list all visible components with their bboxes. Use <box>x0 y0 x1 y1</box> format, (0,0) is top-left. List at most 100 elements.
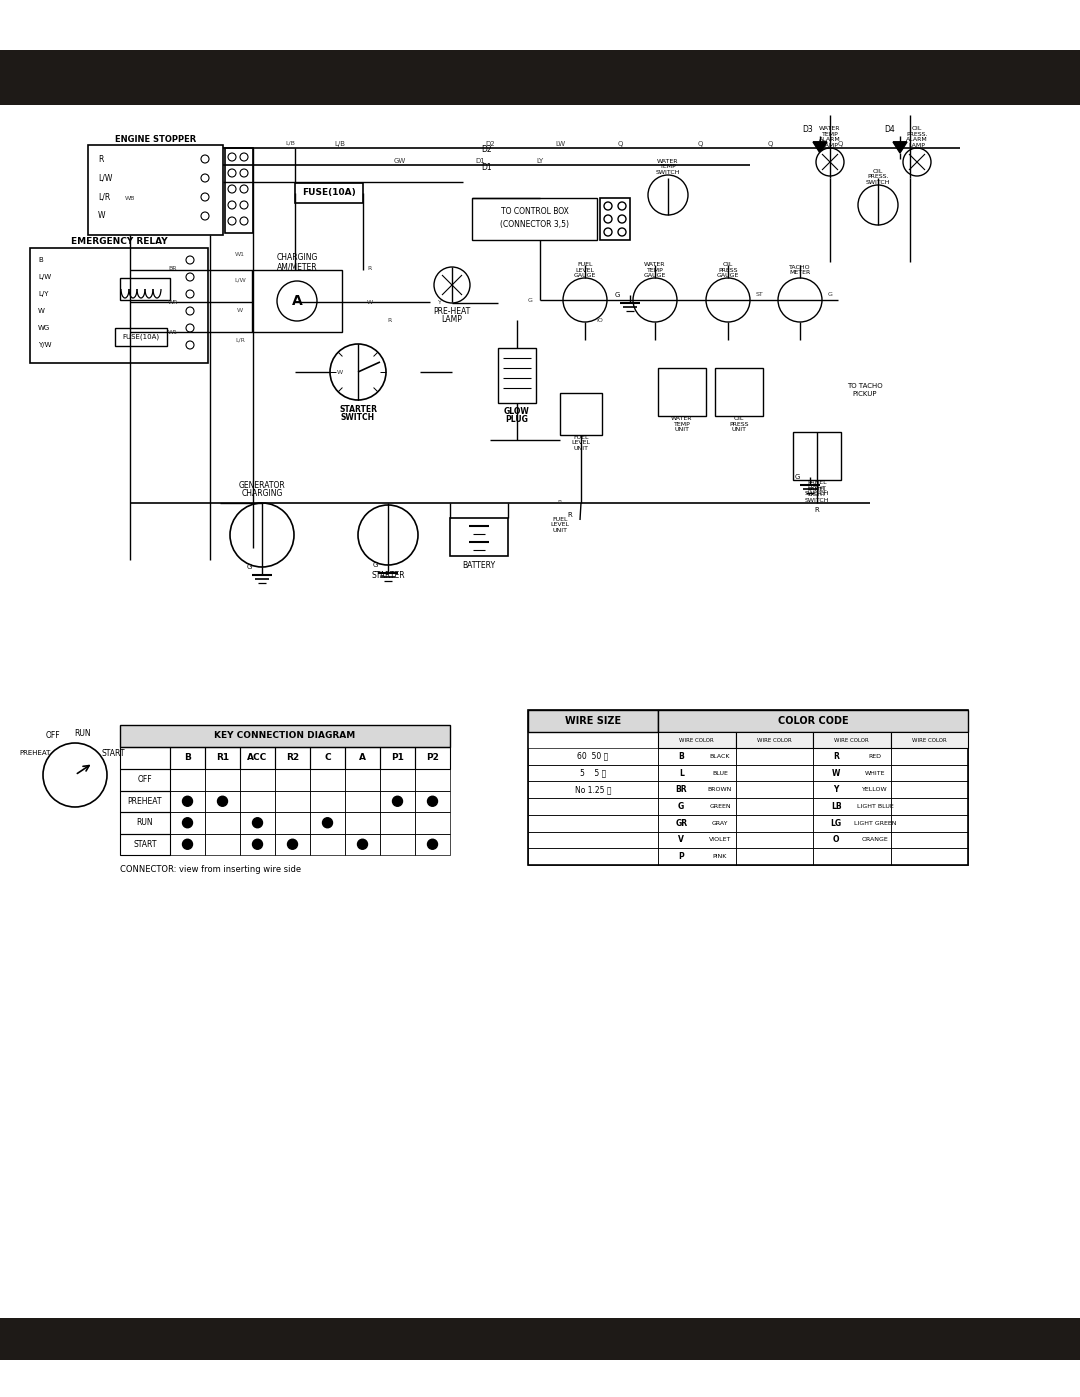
Text: D4: D4 <box>885 126 895 134</box>
Text: ST: ST <box>756 292 764 298</box>
Bar <box>380 768 415 791</box>
Text: WATER
TEMP
GAUGE: WATER TEMP GAUGE <box>644 261 666 278</box>
Circle shape <box>816 148 843 176</box>
Bar <box>295 183 363 203</box>
Text: Y/W: Y/W <box>38 342 52 348</box>
Bar <box>528 747 658 764</box>
Text: OIL
PRESS
GAUGE: OIL PRESS GAUGE <box>717 261 739 278</box>
Text: DCA-25SSIU — ENGINE WIRING DIAGRAM: DCA-25SSIU — ENGINE WIRING DIAGRAM <box>383 63 1021 91</box>
Text: CHARGING: CHARGING <box>276 253 318 263</box>
Bar <box>658 764 735 781</box>
Text: D3: D3 <box>802 126 813 134</box>
Bar <box>205 812 240 834</box>
Circle shape <box>392 796 403 806</box>
Bar <box>793 432 841 481</box>
Bar <box>240 768 275 791</box>
Bar <box>275 812 310 834</box>
Text: R: R <box>568 511 572 518</box>
Text: ORANGE: ORANGE <box>862 837 889 842</box>
Bar <box>658 747 735 764</box>
Text: WIRE SIZE: WIRE SIZE <box>565 717 621 726</box>
Circle shape <box>276 281 318 321</box>
Text: R: R <box>558 500 562 506</box>
Bar <box>87 145 222 235</box>
Text: B: B <box>184 753 191 763</box>
Text: R: R <box>814 507 820 513</box>
Bar <box>735 831 813 848</box>
Bar <box>813 747 891 764</box>
Text: Q: Q <box>837 141 842 147</box>
Bar <box>345 768 380 791</box>
Circle shape <box>330 344 386 400</box>
Text: FUSE(10A): FUSE(10A) <box>122 334 160 341</box>
Text: L/R: L/R <box>235 338 245 342</box>
Text: L: L <box>679 768 684 778</box>
Text: TO TACHO
PICKUP: TO TACHO PICKUP <box>847 384 882 397</box>
Bar <box>658 732 735 747</box>
Text: D2: D2 <box>482 145 492 155</box>
Bar <box>528 848 658 865</box>
Text: W: W <box>98 211 106 221</box>
Text: D1: D1 <box>475 158 485 163</box>
Bar <box>205 834 240 855</box>
Text: P: P <box>678 852 684 861</box>
Bar <box>114 328 167 346</box>
Text: LAMP: LAMP <box>442 314 462 324</box>
Text: R: R <box>368 265 373 271</box>
Bar <box>205 768 240 791</box>
Text: Q: Q <box>698 141 703 147</box>
Circle shape <box>357 840 367 849</box>
Text: R: R <box>834 752 839 761</box>
Bar <box>813 798 891 814</box>
Text: A: A <box>359 753 366 763</box>
Bar <box>310 747 345 768</box>
Circle shape <box>217 796 228 806</box>
Bar <box>891 764 968 781</box>
Text: G: G <box>615 292 620 298</box>
Text: VIOLET: VIOLET <box>708 837 731 842</box>
Bar <box>415 791 450 812</box>
Bar <box>528 764 658 781</box>
Text: 5    5 ㎟: 5 5 ㎟ <box>580 768 606 778</box>
Text: FUEL
LEVEL
UNIT: FUEL LEVEL UNIT <box>571 434 591 451</box>
Text: SWITCH: SWITCH <box>341 414 375 422</box>
Bar <box>120 791 170 812</box>
Circle shape <box>434 267 470 303</box>
Bar <box>415 812 450 834</box>
Text: B: B <box>678 752 684 761</box>
Text: WR: WR <box>167 299 178 305</box>
Bar <box>275 747 310 768</box>
Text: G: G <box>827 292 833 298</box>
Bar <box>345 791 380 812</box>
Bar <box>813 848 891 865</box>
Text: WG: WG <box>38 326 51 331</box>
Text: W: W <box>337 369 343 374</box>
Bar <box>658 831 735 848</box>
Circle shape <box>43 743 107 807</box>
Text: LG: LG <box>831 819 841 827</box>
Bar <box>891 781 968 798</box>
Text: RUN: RUN <box>137 819 153 827</box>
Bar <box>120 834 170 855</box>
Circle shape <box>253 817 262 828</box>
Text: O: O <box>833 835 839 844</box>
Text: W: W <box>237 307 243 313</box>
Text: RUN: RUN <box>75 728 92 738</box>
Text: STARTER: STARTER <box>339 405 377 415</box>
Bar <box>275 791 310 812</box>
Bar <box>813 814 891 831</box>
Bar <box>345 747 380 768</box>
Circle shape <box>706 278 750 321</box>
Bar <box>658 848 735 865</box>
Text: OFF: OFF <box>137 775 152 784</box>
Text: WIRE COLOR: WIRE COLOR <box>757 738 792 742</box>
Bar <box>891 814 968 831</box>
Bar <box>30 249 208 363</box>
Text: LIGHT GREEN: LIGHT GREEN <box>854 820 896 826</box>
Bar <box>735 732 813 747</box>
Bar <box>891 747 968 764</box>
Bar <box>310 791 345 812</box>
Text: WB: WB <box>125 196 135 201</box>
Bar <box>891 732 968 747</box>
Circle shape <box>287 840 297 849</box>
